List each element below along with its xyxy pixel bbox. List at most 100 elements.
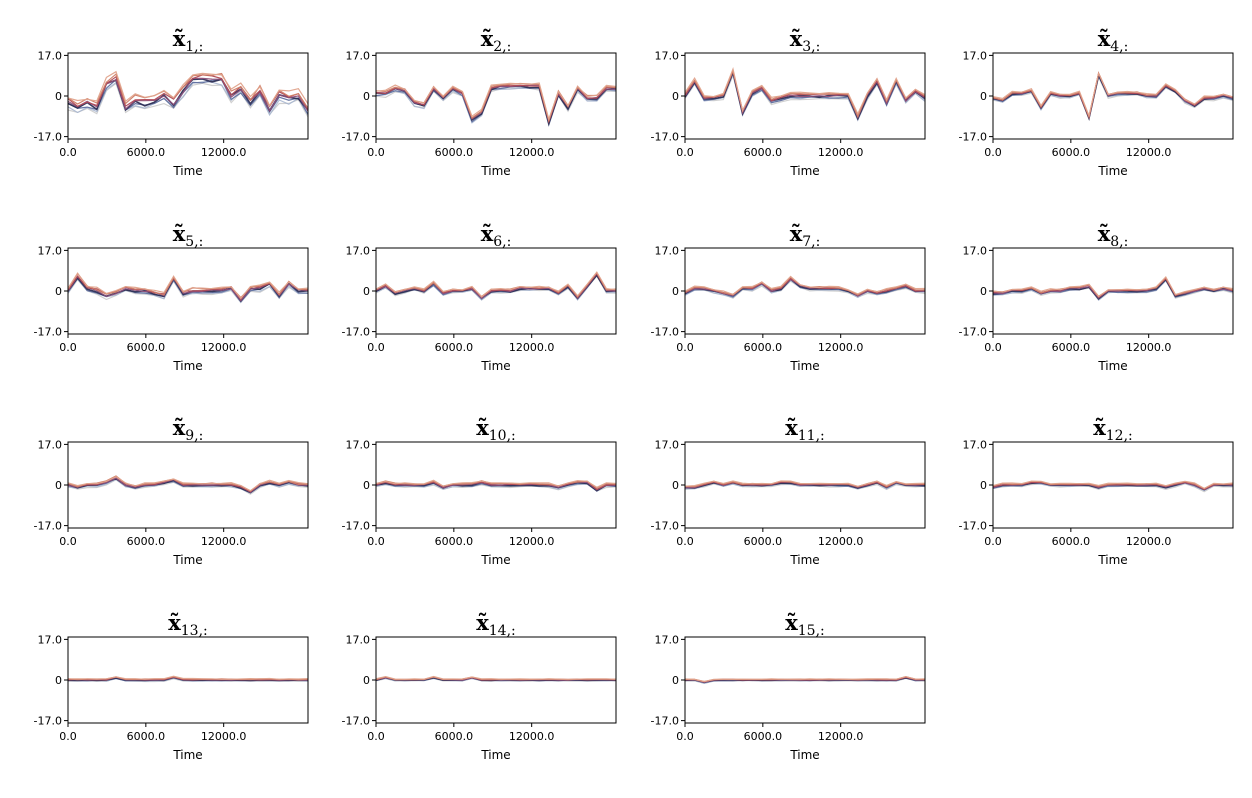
panel-title-main: x̃: [1098, 26, 1111, 51]
panel-title-subscript: 3,:: [802, 39, 820, 55]
y-tick-label: -17.0: [34, 520, 62, 533]
panel-title: x̃13,:: [168, 610, 208, 639]
panel-title-subscript: 6,:: [493, 234, 511, 250]
series-line: [992, 480, 1234, 490]
panel-title-subscript: 8,:: [1110, 234, 1128, 250]
x-axis-label: Time: [1097, 553, 1127, 567]
panel-title: x̃4,:: [1098, 26, 1129, 55]
y-tick-label: 0: [980, 479, 987, 492]
y-tick-label: 17.0: [38, 49, 63, 62]
series-line: [375, 82, 617, 122]
y-tick-label: 0: [55, 90, 62, 103]
x-tick-label: 12000.0: [201, 146, 247, 159]
y-tick-label: 17.0: [963, 438, 988, 451]
x-tick-label: 12000.0: [1126, 146, 1172, 159]
panel-title: x̃3,:: [790, 26, 821, 55]
x-tick-label: 6000.0: [127, 341, 166, 354]
series-line: [375, 480, 617, 489]
panel-title: x̃5,:: [173, 221, 204, 250]
panel-title-subscript: 11,:: [798, 428, 825, 444]
panel-8: x̃8,: -17.0 0 17.0 0.0 6000.0 12000.0 Time: [959, 221, 1234, 373]
x-tick-label: 6000.0: [127, 535, 166, 548]
panel-13: x̃13,: -17.0 0 17.0 0.0 6000.0 12000.0 Time: [34, 610, 309, 762]
y-tick-label: 0: [363, 285, 370, 298]
panel-title-main: x̃: [1098, 221, 1111, 246]
panel-7: x̃7,: -17.0 0 17.0 0.0 6000.0 12000.0 Time: [651, 221, 926, 373]
panel-title-subscript: 9,:: [185, 428, 203, 444]
panel-title: x̃9,:: [173, 415, 204, 444]
x-tick-label: 0.0: [676, 535, 694, 548]
x-tick-label: 12000.0: [818, 730, 864, 743]
series-line: [67, 70, 309, 108]
panel-title-main: x̃: [481, 221, 494, 246]
x-tick-label: 6000.0: [744, 146, 783, 159]
x-axis-label: Time: [789, 553, 819, 567]
x-tick-label: 12000.0: [201, 341, 247, 354]
y-tick-label: 17.0: [655, 633, 680, 646]
x-tick-label: 12000.0: [201, 730, 247, 743]
panel-1: x̃1,: -17.0 0 17.0 0.0 6000.0 12000.0 Time: [34, 26, 309, 178]
series-line: [67, 476, 309, 492]
panel-title-main: x̃: [173, 26, 186, 51]
x-tick-label: 12000.0: [509, 535, 555, 548]
panel-title: x̃7,:: [790, 221, 821, 250]
x-tick-label: 12000.0: [509, 146, 555, 159]
y-tick-label: -17.0: [342, 715, 370, 728]
y-tick-label: 0: [672, 674, 679, 687]
x-axis-label: Time: [172, 359, 202, 373]
x-tick-label: 0.0: [59, 535, 77, 548]
x-tick-label: 6000.0: [435, 730, 474, 743]
x-tick-label: 0.0: [59, 341, 77, 354]
panel-title-main: x̃: [168, 610, 181, 635]
y-tick-label: -17.0: [959, 326, 987, 339]
x-tick-label: 0.0: [367, 730, 385, 743]
y-tick-label: -17.0: [342, 131, 370, 144]
y-tick-label: 0: [55, 674, 62, 687]
y-tick-label: 0: [363, 674, 370, 687]
x-tick-label: 6000.0: [127, 730, 166, 743]
panel-title-main: x̃: [790, 221, 803, 246]
plot-frame: [375, 52, 617, 140]
y-tick-label: 0: [980, 285, 987, 298]
x-axis-label: Time: [1097, 164, 1127, 178]
panel-9: x̃9,: -17.0 0 17.0 0.0 6000.0 12000.0 Time: [34, 415, 309, 567]
series-line: [375, 479, 617, 488]
series-line: [684, 275, 926, 296]
x-tick-label: 12000.0: [818, 341, 864, 354]
y-tick-label: 0: [55, 285, 62, 298]
x-tick-label: 0.0: [984, 341, 1002, 354]
series-line: [375, 675, 617, 681]
panel-title-main: x̃: [173, 415, 186, 440]
series-line: [67, 272, 309, 300]
x-axis-label: Time: [1097, 359, 1127, 373]
panel-title-main: x̃: [476, 610, 489, 635]
series-line: [67, 81, 309, 117]
x-tick-label: 12000.0: [818, 146, 864, 159]
y-tick-label: -17.0: [959, 131, 987, 144]
panel-title-subscript: 2,:: [493, 39, 511, 55]
y-tick-label: 17.0: [346, 244, 371, 257]
x-tick-label: 0.0: [676, 341, 694, 354]
panel-title-main: x̃: [785, 610, 798, 635]
x-tick-label: 12000.0: [509, 730, 555, 743]
x-axis-label: Time: [480, 164, 510, 178]
y-tick-label: 0: [672, 90, 679, 103]
panel-5: x̃5,: -17.0 0 17.0 0.0 6000.0 12000.0 Time: [34, 221, 309, 373]
x-tick-label: 6000.0: [744, 730, 783, 743]
panel-title: x̃6,:: [481, 221, 512, 250]
y-tick-label: 17.0: [963, 244, 988, 257]
series-line: [992, 75, 1234, 122]
x-tick-label: 6000.0: [744, 341, 783, 354]
x-tick-label: 6000.0: [744, 535, 783, 548]
panel-title: x̃12,:: [1093, 415, 1133, 444]
x-tick-label: 12000.0: [1126, 535, 1172, 548]
x-tick-label: 6000.0: [127, 146, 166, 159]
y-tick-label: -17.0: [342, 326, 370, 339]
x-tick-label: 0.0: [59, 146, 77, 159]
series-line: [992, 71, 1234, 118]
panel-title: x̃10,:: [476, 415, 516, 444]
y-tick-label: 17.0: [346, 438, 371, 451]
x-axis-label: Time: [172, 164, 202, 178]
x-axis-label: Time: [480, 748, 510, 762]
